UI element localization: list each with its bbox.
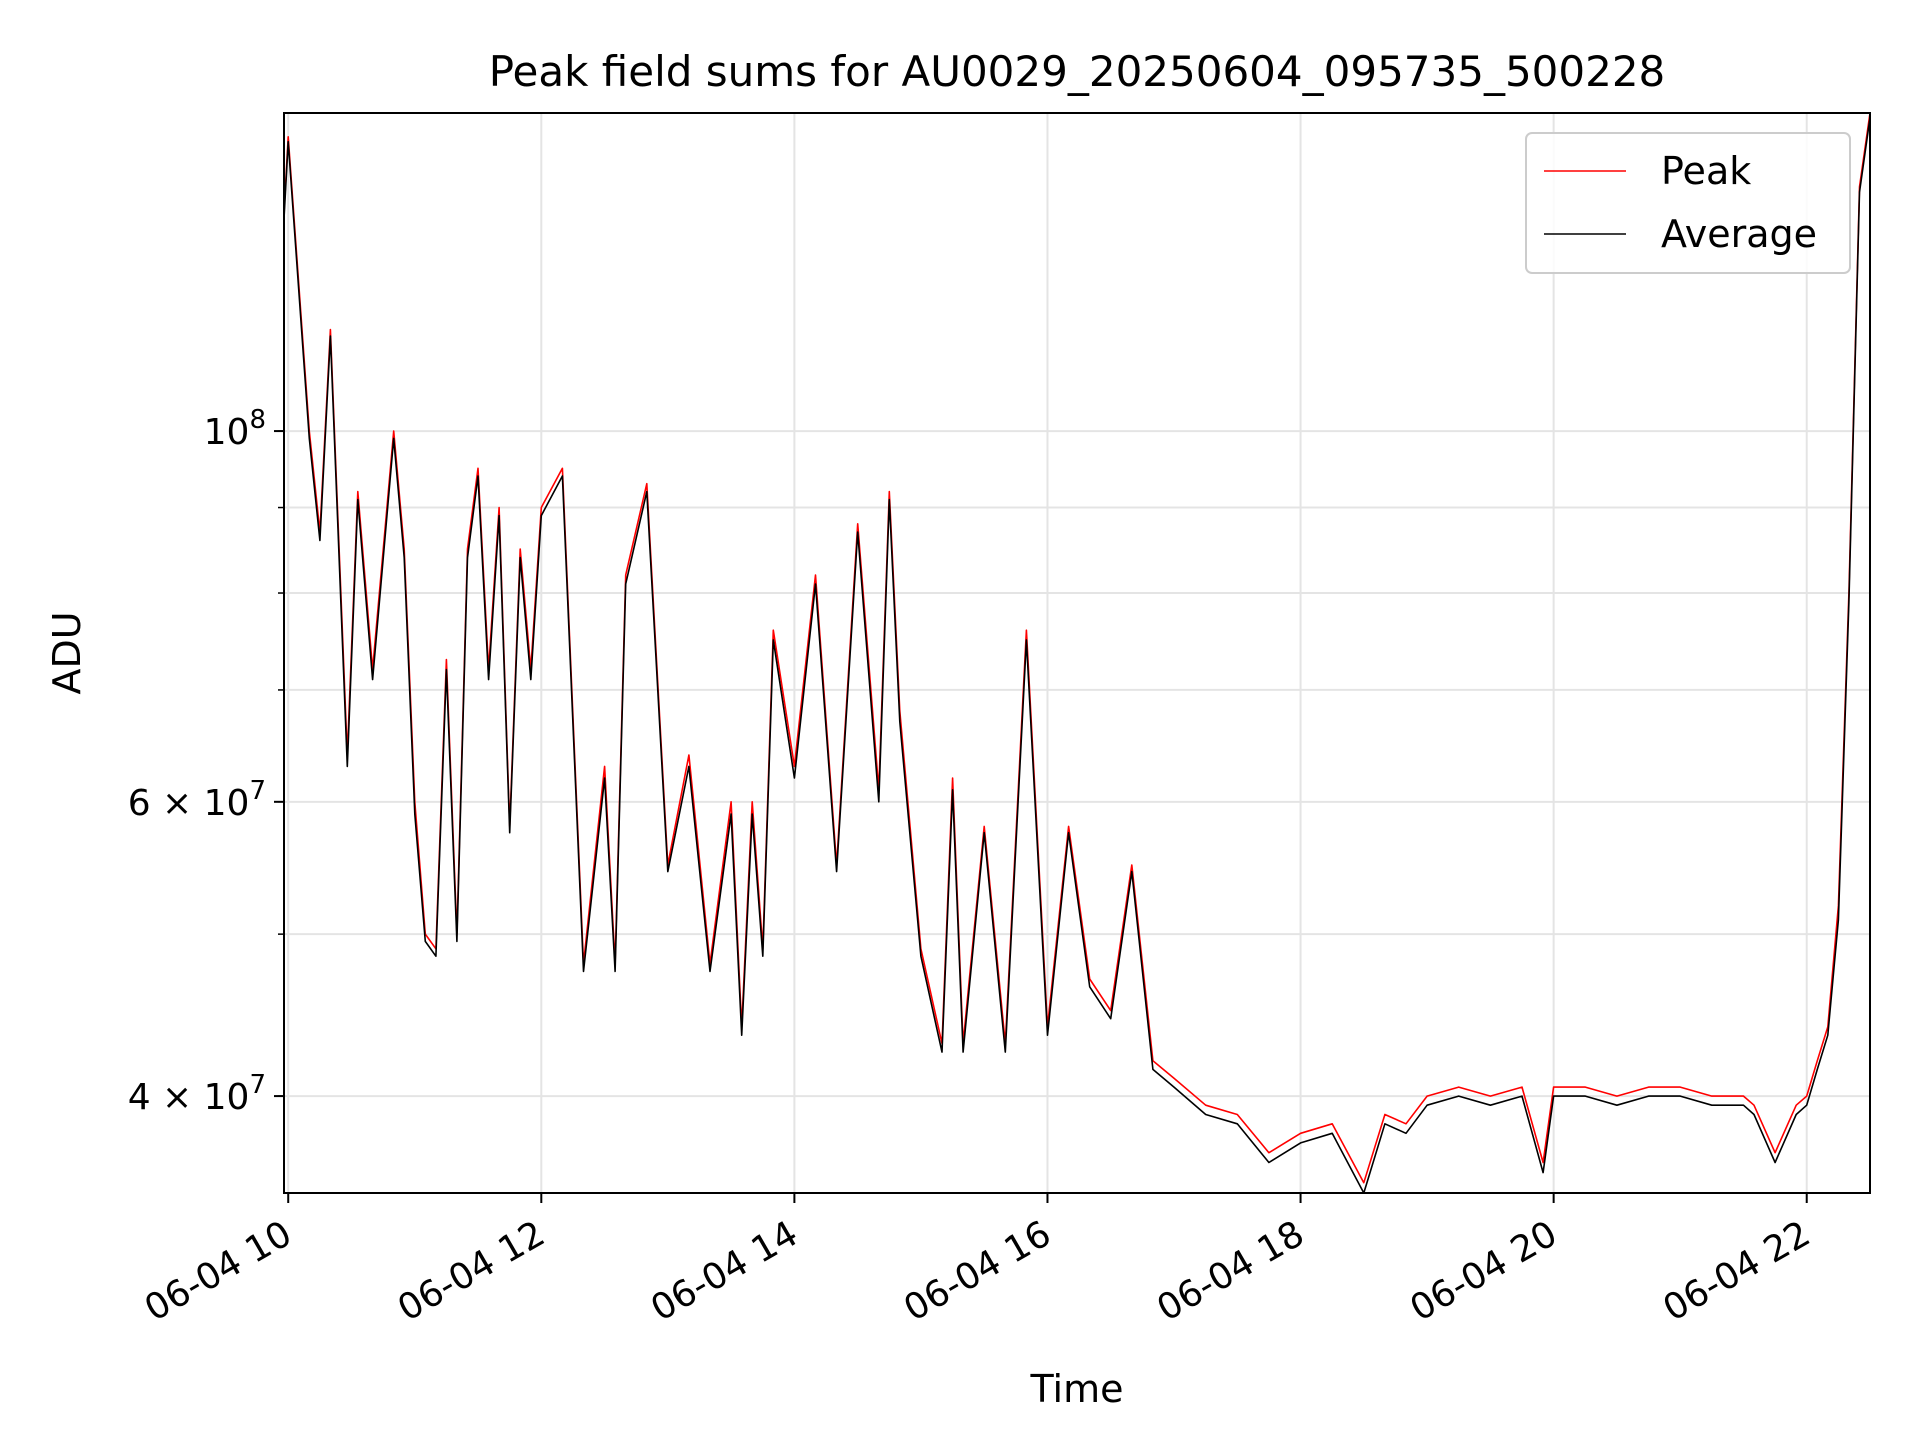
y-tick-label: 6 × 107 bbox=[128, 776, 266, 824]
legend-label-average: Average bbox=[1661, 212, 1817, 256]
y-axis-label: ADU bbox=[45, 611, 89, 694]
series-line-average bbox=[283, 117, 1871, 1194]
legend-label-peak: Peak bbox=[1661, 149, 1751, 193]
legend: Peak Average bbox=[1525, 132, 1851, 274]
grid bbox=[284, 113, 1870, 1193]
series-layer bbox=[283, 112, 1871, 1194]
chart-title: Peak field sums for AU0029_20250604_0957… bbox=[489, 47, 1666, 96]
legend-box bbox=[1525, 132, 1851, 274]
y-tick-label: 4 × 107 bbox=[128, 1070, 266, 1118]
x-axis-label: Time bbox=[1030, 1367, 1124, 1411]
plot-frame bbox=[283, 112, 1871, 1194]
